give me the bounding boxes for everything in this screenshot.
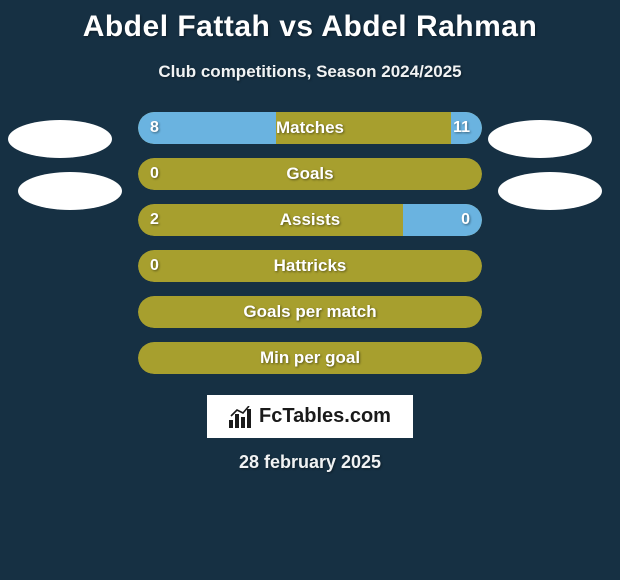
bar-segment xyxy=(138,296,482,328)
brand-text: FcTables.com xyxy=(259,405,391,428)
comparison-card: Abdel Fattah vs Abdel Rahman Club compet… xyxy=(0,0,620,580)
stat-value-right: 0 xyxy=(461,204,470,236)
stat-bar: 0Goals xyxy=(138,158,482,190)
stat-value-right: 11 xyxy=(453,112,470,144)
player-photo-placeholder xyxy=(18,172,122,210)
stat-bar: 20Assists xyxy=(138,204,482,236)
bar-segment xyxy=(138,342,482,374)
comparison-bars: 811Matches0Goals20Assists0HattricksGoals… xyxy=(138,112,482,388)
stat-bar: Goals per match xyxy=(138,296,482,328)
stat-bar: 0Hattricks xyxy=(138,250,482,282)
player-photo-placeholder xyxy=(488,120,592,158)
player-photo-placeholder xyxy=(8,120,112,158)
bar-segment xyxy=(138,250,482,282)
page-title: Abdel Fattah vs Abdel Rahman xyxy=(0,0,620,44)
stat-value-left: 0 xyxy=(150,158,159,190)
brand-wrap: FcTables.com xyxy=(0,395,620,438)
player-photo-placeholder xyxy=(498,172,602,210)
bar-segment xyxy=(138,158,482,190)
chart-icon xyxy=(229,406,255,428)
brand-badge[interactable]: FcTables.com xyxy=(207,395,413,438)
bar-segment xyxy=(403,204,482,236)
stat-bar: Min per goal xyxy=(138,342,482,374)
stat-value-left: 2 xyxy=(150,204,159,236)
stat-value-left: 0 xyxy=(150,250,159,282)
date-label: 28 february 2025 xyxy=(0,452,620,473)
stat-value-left: 8 xyxy=(150,112,159,144)
subtitle: Club competitions, Season 2024/2025 xyxy=(0,62,620,82)
stat-bar: 811Matches xyxy=(138,112,482,144)
